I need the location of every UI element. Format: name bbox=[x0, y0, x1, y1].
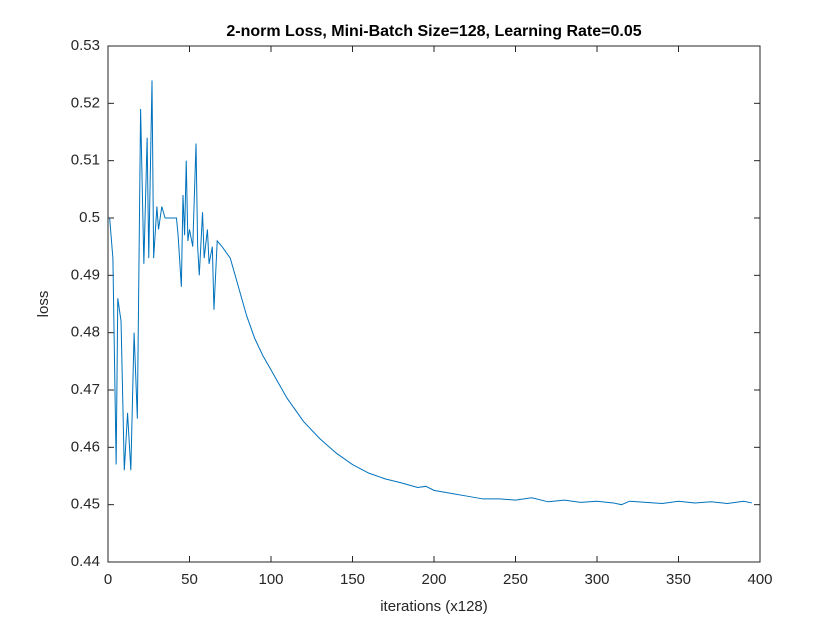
chart-title: 2-norm Loss, Mini-Batch Size=128, Learni… bbox=[226, 23, 641, 40]
x-tick-label: 350 bbox=[666, 571, 691, 588]
x-tick-label: 50 bbox=[181, 571, 198, 588]
y-tick-label: 0.52 bbox=[71, 94, 100, 111]
x-tick-label: 0 bbox=[104, 571, 112, 588]
y-tick-label: 0.5 bbox=[79, 209, 100, 226]
y-tick-label: 0.47 bbox=[71, 381, 100, 398]
axes-box bbox=[107, 45, 761, 563]
y-tick-label: 0.49 bbox=[71, 266, 100, 283]
y-tick-label: 0.46 bbox=[71, 438, 100, 455]
y-tick-label: 0.45 bbox=[71, 496, 100, 513]
x-tick-label: 250 bbox=[503, 571, 528, 588]
data-line bbox=[109, 80, 752, 506]
x-tick-label: 300 bbox=[584, 571, 609, 588]
x-tick-label: 400 bbox=[747, 571, 772, 588]
y-tick-label: 0.48 bbox=[71, 324, 100, 341]
x-axis-label: iterations (x128) bbox=[380, 598, 488, 615]
x-tick-label: 200 bbox=[421, 571, 446, 588]
y-tick-label: 0.53 bbox=[71, 37, 100, 54]
x-tick-label: 100 bbox=[258, 571, 283, 588]
y-axis-label: loss bbox=[35, 291, 52, 318]
y-tick-label: 0.44 bbox=[71, 553, 100, 570]
y-tick-label: 0.51 bbox=[71, 152, 100, 169]
x-tick-label: 150 bbox=[340, 571, 365, 588]
